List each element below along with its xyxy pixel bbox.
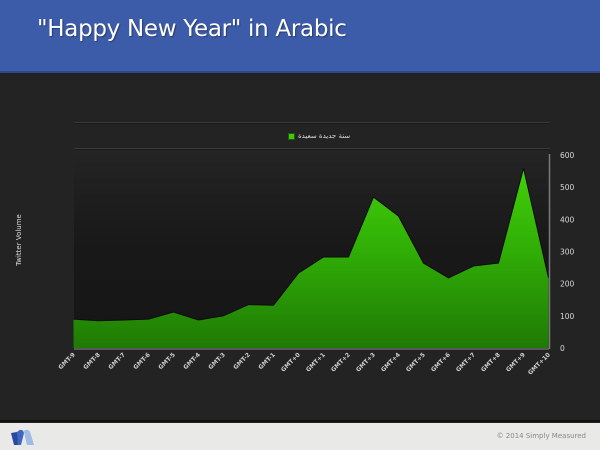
x-tick-label: GMT+2	[330, 351, 352, 373]
simply-measured-logo-icon	[11, 429, 34, 445]
x-tick-label: GMT-9	[57, 351, 77, 371]
x-tick-label: GMT+1	[305, 351, 327, 373]
copyright-text: © 2014 Simply Measured	[496, 432, 586, 440]
x-tick-label: GMT+5	[405, 351, 427, 373]
x-tick-label: GMT-3	[207, 351, 227, 371]
x-tick-label: GMT-4	[182, 351, 202, 371]
page-title: "Happy New Year" in Arabic	[37, 16, 347, 42]
area-fill	[73, 168, 549, 348]
y-tick-label: 600	[560, 151, 575, 160]
x-tick-label: GMT-1	[257, 351, 277, 371]
chart-legend: سنة جديدة سعيدة	[288, 130, 350, 142]
x-tick-label: GMT-8	[82, 351, 102, 371]
x-tick-label: GMT+3	[355, 351, 377, 373]
x-tick-label: GMT-2	[232, 351, 252, 371]
y-tick-label: 200	[560, 280, 575, 289]
x-tick-label: GMT+10	[527, 351, 552, 376]
legend-top-border	[74, 122, 550, 124]
y-tick-label: 500	[560, 183, 575, 192]
x-tick-label: GMT-7	[107, 351, 127, 371]
x-tick-label: GMT+8	[480, 351, 502, 373]
y-tick-label: 400	[560, 215, 575, 224]
area-outline	[73, 168, 549, 322]
y-tick-label: 100	[560, 312, 575, 321]
x-tick-label: GMT-5	[157, 351, 177, 371]
footer: © 2014 Simply Measured	[0, 423, 600, 450]
legend-label: سنة جديدة سعيدة	[298, 132, 351, 140]
y-axis-ticks: 0 100 200 300 400 500 600	[560, 151, 575, 353]
x-tick-label: GMT+7	[455, 351, 477, 373]
area-series	[73, 168, 549, 348]
x-tick-label: GMT+6	[430, 351, 452, 373]
title-bar: "Happy New Year" in Arabic	[0, 0, 600, 73]
x-tick-label: GMT-6	[132, 351, 152, 371]
x-tick-label: GMT+9	[505, 351, 527, 373]
x-tick-label: GMT+0	[280, 351, 302, 373]
legend-bottom-border	[74, 148, 550, 150]
x-axis-ticks: GMT-9 GMT-8 GMT-7 GMT-6 GMT-5 GMT-4 GMT-3 GMT-2…	[57, 351, 552, 376]
legend-swatch	[288, 132, 295, 140]
x-tick-label: GMT+4	[380, 351, 402, 373]
area-chart: 0 100 200 300 400 500 600 GMT-9 GMT-8 GMT-7 GMT-6…	[57, 150, 575, 376]
y-tick-label: 0	[560, 344, 565, 353]
y-tick-label: 300	[560, 248, 575, 257]
